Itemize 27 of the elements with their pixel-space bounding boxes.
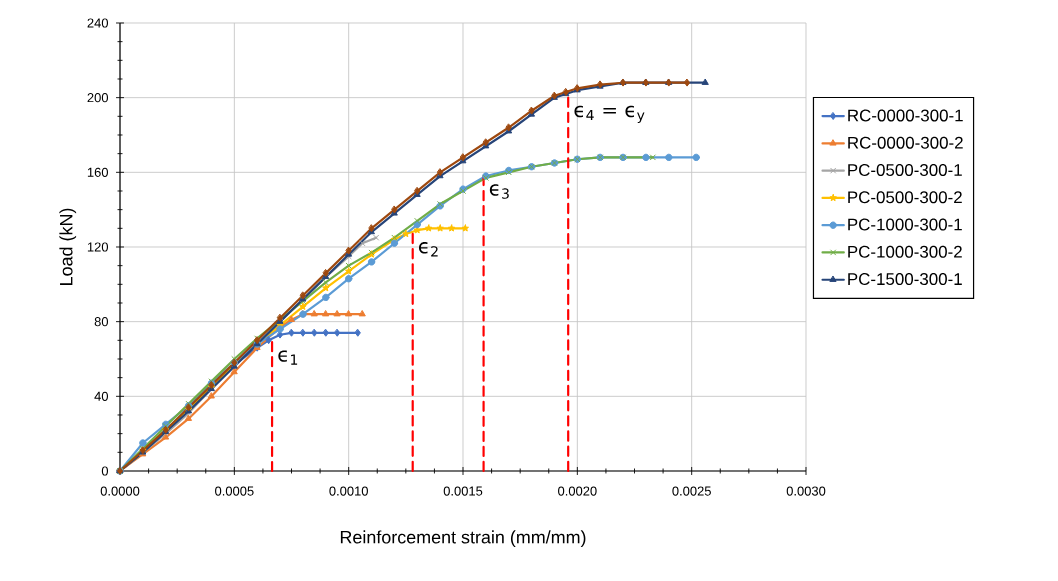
- y-tick-label: 0: [101, 466, 109, 476]
- x-tick-label: 0.0030: [786, 486, 826, 496]
- x-tick-label: 0.0010: [329, 486, 368, 496]
- x-tick-label: 0.0000: [100, 486, 140, 496]
- annotation: ϵ$_{3}$: [489, 184, 509, 199]
- legend-label: PC-1000-300-1: [848, 218, 962, 231]
- legend-label: PC-1500-300-1: [848, 273, 962, 286]
- x-tick-label: 0.0005: [215, 486, 254, 496]
- x-tick-label: 0.0025: [672, 486, 711, 496]
- x-tick-label: 0.0015: [443, 486, 483, 496]
- legend-label: PC-1000-300-2: [848, 245, 962, 258]
- y-axis-title: Load (kN): [59, 208, 77, 285]
- y-tick-label: 240: [87, 18, 109, 28]
- y-tick-label: 80: [94, 317, 109, 327]
- y-tick-label: 160: [87, 167, 109, 177]
- y-tick-label: 40: [94, 391, 109, 401]
- x-axis-title: Reinforcement strain (mm/mm): [340, 530, 586, 548]
- y-tick-label: 120: [87, 242, 109, 252]
- legend-label: PC-0500-300-2: [848, 191, 962, 204]
- annotation: ϵ$_{2}$: [418, 242, 438, 257]
- y-tick-label: 200: [87, 93, 109, 103]
- annotation: ϵ$_{1}$: [278, 350, 298, 365]
- annotation: ϵ$_{4}$ = ϵ$_{y}$: [574, 105, 645, 124]
- legend-label: PC-0500-300-1: [848, 163, 962, 176]
- legend-label: RC-0000-300-2: [848, 136, 963, 149]
- x-tick-label: 0.0020: [558, 486, 597, 496]
- legend-label: RC-0000-300-1: [848, 109, 963, 122]
